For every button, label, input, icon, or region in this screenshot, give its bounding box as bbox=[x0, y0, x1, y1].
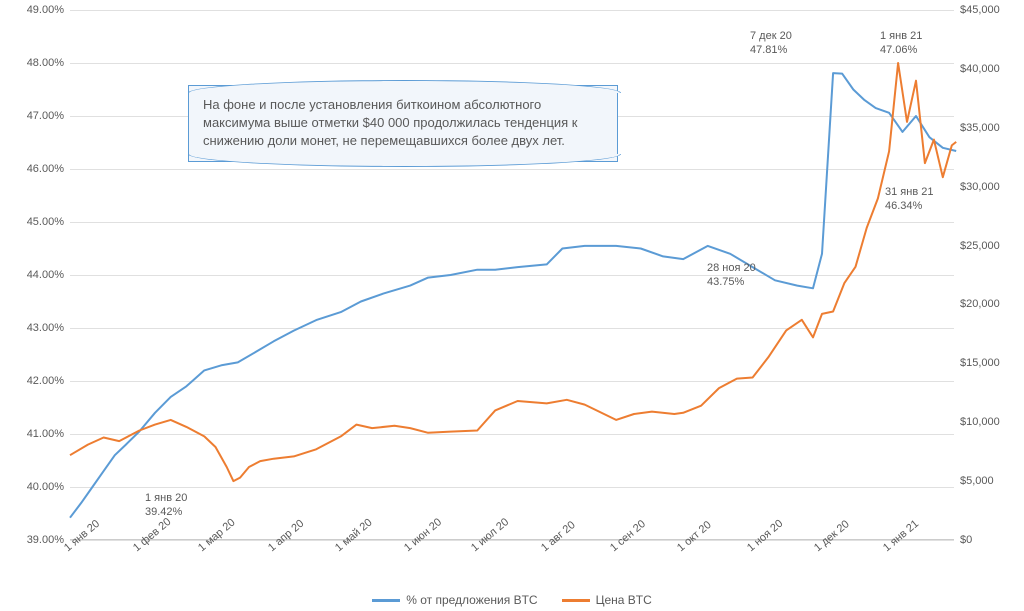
point-label-value: 47.06% bbox=[880, 44, 917, 56]
point-label-date: 7 дек 20 bbox=[750, 30, 792, 42]
y-left-tick-label: 44.00% bbox=[4, 269, 64, 281]
point-label-value: 46.34% bbox=[885, 200, 922, 212]
point-label: 31 янв 21 46.34% bbox=[885, 186, 933, 214]
y-left-tick-label: 41.00% bbox=[4, 428, 64, 440]
point-label-value: 39.42% bbox=[145, 506, 182, 518]
point-label: 1 янв 20 39.42% bbox=[145, 492, 187, 520]
y-right-tick-label: $30,000 bbox=[960, 181, 1020, 193]
y-left-tick-label: 40.00% bbox=[4, 481, 64, 493]
legend: % от предложения BTC Цена BTC bbox=[0, 591, 1024, 608]
legend-label: % от предложения BTC bbox=[406, 593, 537, 607]
btc-supply-chart: 39.00% 40.00% 41.00% 42.00% 43.00% 44.00% 45.0… bbox=[0, 0, 1024, 611]
y-left-tick-label: 43.00% bbox=[4, 322, 64, 334]
y-left-tick-label: 46.00% bbox=[4, 163, 64, 175]
y-left-tick-label: 42.00% bbox=[4, 375, 64, 387]
point-label-date: 1 янв 21 bbox=[880, 30, 922, 42]
callout-text: На фоне и после установления биткоином а… bbox=[203, 97, 578, 148]
y-left-tick-label: 48.00% bbox=[4, 57, 64, 69]
y-left-tick-label: 45.00% bbox=[4, 216, 64, 228]
point-label-date: 31 янв 21 bbox=[885, 186, 933, 198]
y-right-tick-label: $15,000 bbox=[960, 357, 1020, 369]
annotation-callout: На фоне и после установления биткоином а… bbox=[188, 85, 618, 162]
y-left-tick-label: 39.00% bbox=[4, 534, 64, 546]
legend-swatch bbox=[372, 599, 400, 602]
point-label: 1 янв 21 47.06% bbox=[880, 30, 922, 58]
point-label-date: 1 янв 20 bbox=[145, 492, 187, 504]
y-left-tick-label: 47.00% bbox=[4, 110, 64, 122]
y-right-tick-label: $25,000 bbox=[960, 240, 1020, 252]
y-right-tick-label: $45,000 bbox=[960, 4, 1020, 16]
y-right-tick-label: $10,000 bbox=[960, 416, 1020, 428]
y-right-tick-label: $20,000 bbox=[960, 298, 1020, 310]
y-left-tick-label: 49.00% bbox=[4, 4, 64, 16]
legend-item: % от предложения BTC bbox=[372, 593, 537, 607]
y-right-tick-label: $40,000 bbox=[960, 63, 1020, 75]
legend-item: Цена BTC bbox=[562, 593, 652, 607]
point-label: 28 ноя 20 43.75% bbox=[707, 262, 756, 290]
y-right-tick-label: $0 bbox=[960, 534, 1020, 546]
y-right-tick-label: $35,000 bbox=[960, 122, 1020, 134]
point-label: 7 дек 20 47.81% bbox=[750, 30, 792, 58]
legend-label: Цена BTC bbox=[596, 593, 652, 607]
point-label-date: 28 ноя 20 bbox=[707, 262, 756, 274]
point-label-value: 47.81% bbox=[750, 44, 787, 56]
legend-swatch bbox=[562, 599, 590, 602]
point-label-value: 43.75% bbox=[707, 276, 744, 288]
y-right-tick-label: $5,000 bbox=[960, 475, 1020, 487]
